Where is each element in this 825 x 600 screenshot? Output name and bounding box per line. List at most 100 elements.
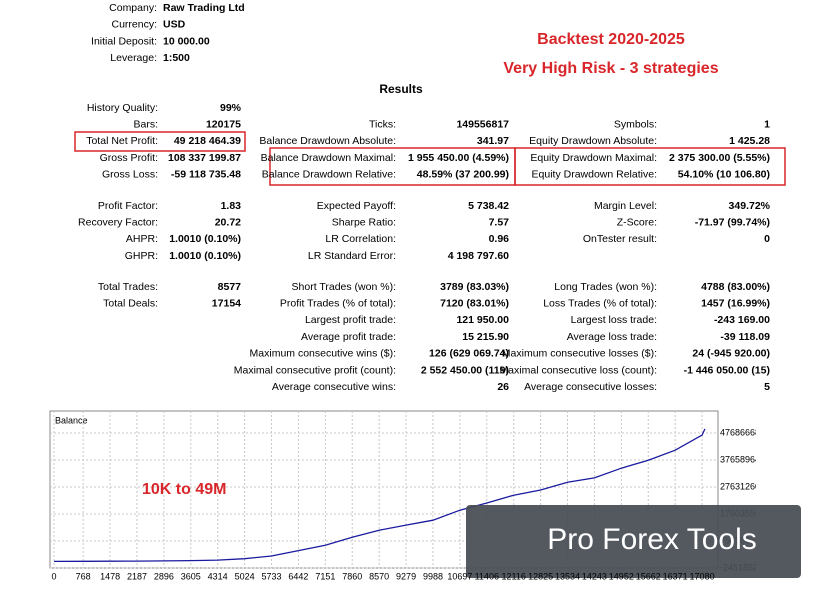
x-tick-label: 9279 <box>396 571 416 581</box>
header-label: Leverage: <box>110 52 157 64</box>
result-label: Average profit trade: <box>301 331 396 343</box>
result-label: Equity Drawdown Maximal: <box>530 152 657 164</box>
balance-line <box>53 428 706 563</box>
result-label: Profit Factor: <box>98 200 158 212</box>
result-label: Equity Drawdown Absolute: <box>529 135 657 147</box>
result-value: 108 337 199.87 <box>168 152 241 164</box>
result-label: Profit Trades (% of total): <box>280 297 396 309</box>
result-label: Gross Profit: <box>100 152 158 164</box>
x-tick-label: 3605 <box>181 571 201 581</box>
x-tick-label: 11406 <box>475 571 499 581</box>
result-value: 0.96 <box>489 233 510 245</box>
result-label: Total Deals: <box>103 297 158 309</box>
x-tick-label: 4314 <box>208 571 228 581</box>
report-annotation: Backtest 2020-2025 <box>537 31 685 48</box>
results-title: Results <box>379 82 423 96</box>
x-tick-label: 9988 <box>423 571 443 581</box>
result-label: Short Trades (won %): <box>292 281 396 293</box>
result-label: Total Trades: <box>98 281 158 293</box>
header-label: Initial Deposit: <box>91 35 157 47</box>
result-value: -1 446 050.00 (15) <box>684 364 770 376</box>
result-value: 54.10% (10 106.80) <box>678 169 770 181</box>
result-label: Largest loss trade: <box>571 314 657 326</box>
result-label: Equity Drawdown Relative: <box>532 169 657 181</box>
result-value: 49 218 464.39 <box>174 135 241 147</box>
result-label: Balance Drawdown Maximal: <box>261 152 396 164</box>
y-tick-label: 27631260 <box>720 481 760 491</box>
result-value: 48.59% (37 200.99) <box>417 169 509 181</box>
result-value: 126 (629 069.74) <box>429 348 509 360</box>
x-tick-label: 6442 <box>288 571 308 581</box>
result-value: -71.97 (99.74%) <box>695 216 770 228</box>
result-label: GHPR: <box>125 250 158 262</box>
result-value: 15 215.90 <box>462 331 509 343</box>
result-value: 1.0010 (0.10%) <box>169 250 241 262</box>
x-tick-label: 768 <box>76 571 91 581</box>
result-value: 149556817 <box>456 118 509 130</box>
x-tick-label: 1478 <box>100 571 120 581</box>
result-label: Balance Drawdown Absolute: <box>259 135 396 147</box>
result-value: 1 425.28 <box>729 135 770 147</box>
result-label: Average consecutive losses: <box>524 381 657 393</box>
result-value: 24 (-945 920.00) <box>692 348 770 360</box>
result-value: 26 <box>497 381 509 393</box>
result-value: 1 955 450.00 (4.59%) <box>408 152 509 164</box>
x-tick-label: 2896 <box>154 571 174 581</box>
result-value: 2 375 300.00 (5.55%) <box>669 152 770 164</box>
result-label: Average loss trade: <box>567 331 657 343</box>
result-value: 1457 (16.99%) <box>701 297 770 309</box>
result-value: 8577 <box>218 281 242 293</box>
x-tick-label: 12825 <box>528 571 553 581</box>
result-value: 5 738.42 <box>468 200 509 212</box>
result-value: 4 198 797.60 <box>448 250 509 262</box>
chart-annotation: 10K to 49M <box>142 481 226 498</box>
result-value: 7120 (83.01%) <box>440 297 509 309</box>
result-label: Gross Loss: <box>102 169 158 181</box>
x-tick-label: 10697 <box>447 571 472 581</box>
x-tick-label: 7860 <box>342 571 362 581</box>
result-value: 99% <box>220 102 242 114</box>
result-label: LR Standard Error: <box>308 250 396 262</box>
result-label: Sharpe Ratio: <box>332 216 396 228</box>
result-value: 349.72% <box>729 200 771 212</box>
watermark: Pro Forex Tools <box>547 523 757 556</box>
result-value: 20.72 <box>215 216 241 228</box>
watermark-box <box>466 505 801 578</box>
result-label: Bars: <box>133 118 158 130</box>
x-tick-label: 14243 <box>582 571 607 581</box>
result-label: Loss Trades (% of total): <box>543 297 657 309</box>
result-label: OnTester result: <box>583 233 657 245</box>
x-tick-label: 5024 <box>235 571 255 581</box>
result-value: 4788 (83.00%) <box>701 281 770 293</box>
highlight-box <box>74 131 246 152</box>
x-tick-label: 7151 <box>315 571 335 581</box>
y-tick-label: 47686668 <box>720 427 760 437</box>
x-tick-label: 0 <box>51 571 56 581</box>
result-label: Expected Payoff: <box>317 200 396 212</box>
result-value: -39 118.09 <box>720 331 770 343</box>
result-value: -59 118 735.48 <box>171 169 241 181</box>
y-tick-label: 37658964 <box>720 454 760 464</box>
result-label: Ticks: <box>369 118 396 130</box>
result-label: AHPR: <box>126 233 158 245</box>
result-label: Maximal consecutive profit (count): <box>234 364 396 376</box>
x-tick-label: 14952 <box>609 571 634 581</box>
result-label: Balance Drawdown Relative: <box>262 169 396 181</box>
result-value: 7.57 <box>489 216 510 228</box>
result-value: 1.0010 (0.10%) <box>169 233 241 245</box>
result-value: 121 950.00 <box>456 314 509 326</box>
chart-title: Balance <box>55 415 88 425</box>
result-value: 0 <box>764 233 770 245</box>
result-label: Maximum consecutive losses ($): <box>502 348 657 360</box>
x-tick-label: 17080 <box>690 571 715 581</box>
result-value: 5 <box>764 381 770 393</box>
result-label: Long Trades (won %): <box>554 281 657 293</box>
header-value: USD <box>163 19 186 31</box>
x-tick-label: 2187 <box>127 571 147 581</box>
header-value: Raw Trading Ltd <box>163 2 245 14</box>
result-label: Total Net Profit: <box>86 135 158 147</box>
result-label: Recovery Factor: <box>78 216 158 228</box>
result-label: Maximum consecutive wins ($): <box>250 348 396 360</box>
result-label: Margin Level: <box>594 200 657 212</box>
x-tick-label: 8570 <box>369 571 389 581</box>
